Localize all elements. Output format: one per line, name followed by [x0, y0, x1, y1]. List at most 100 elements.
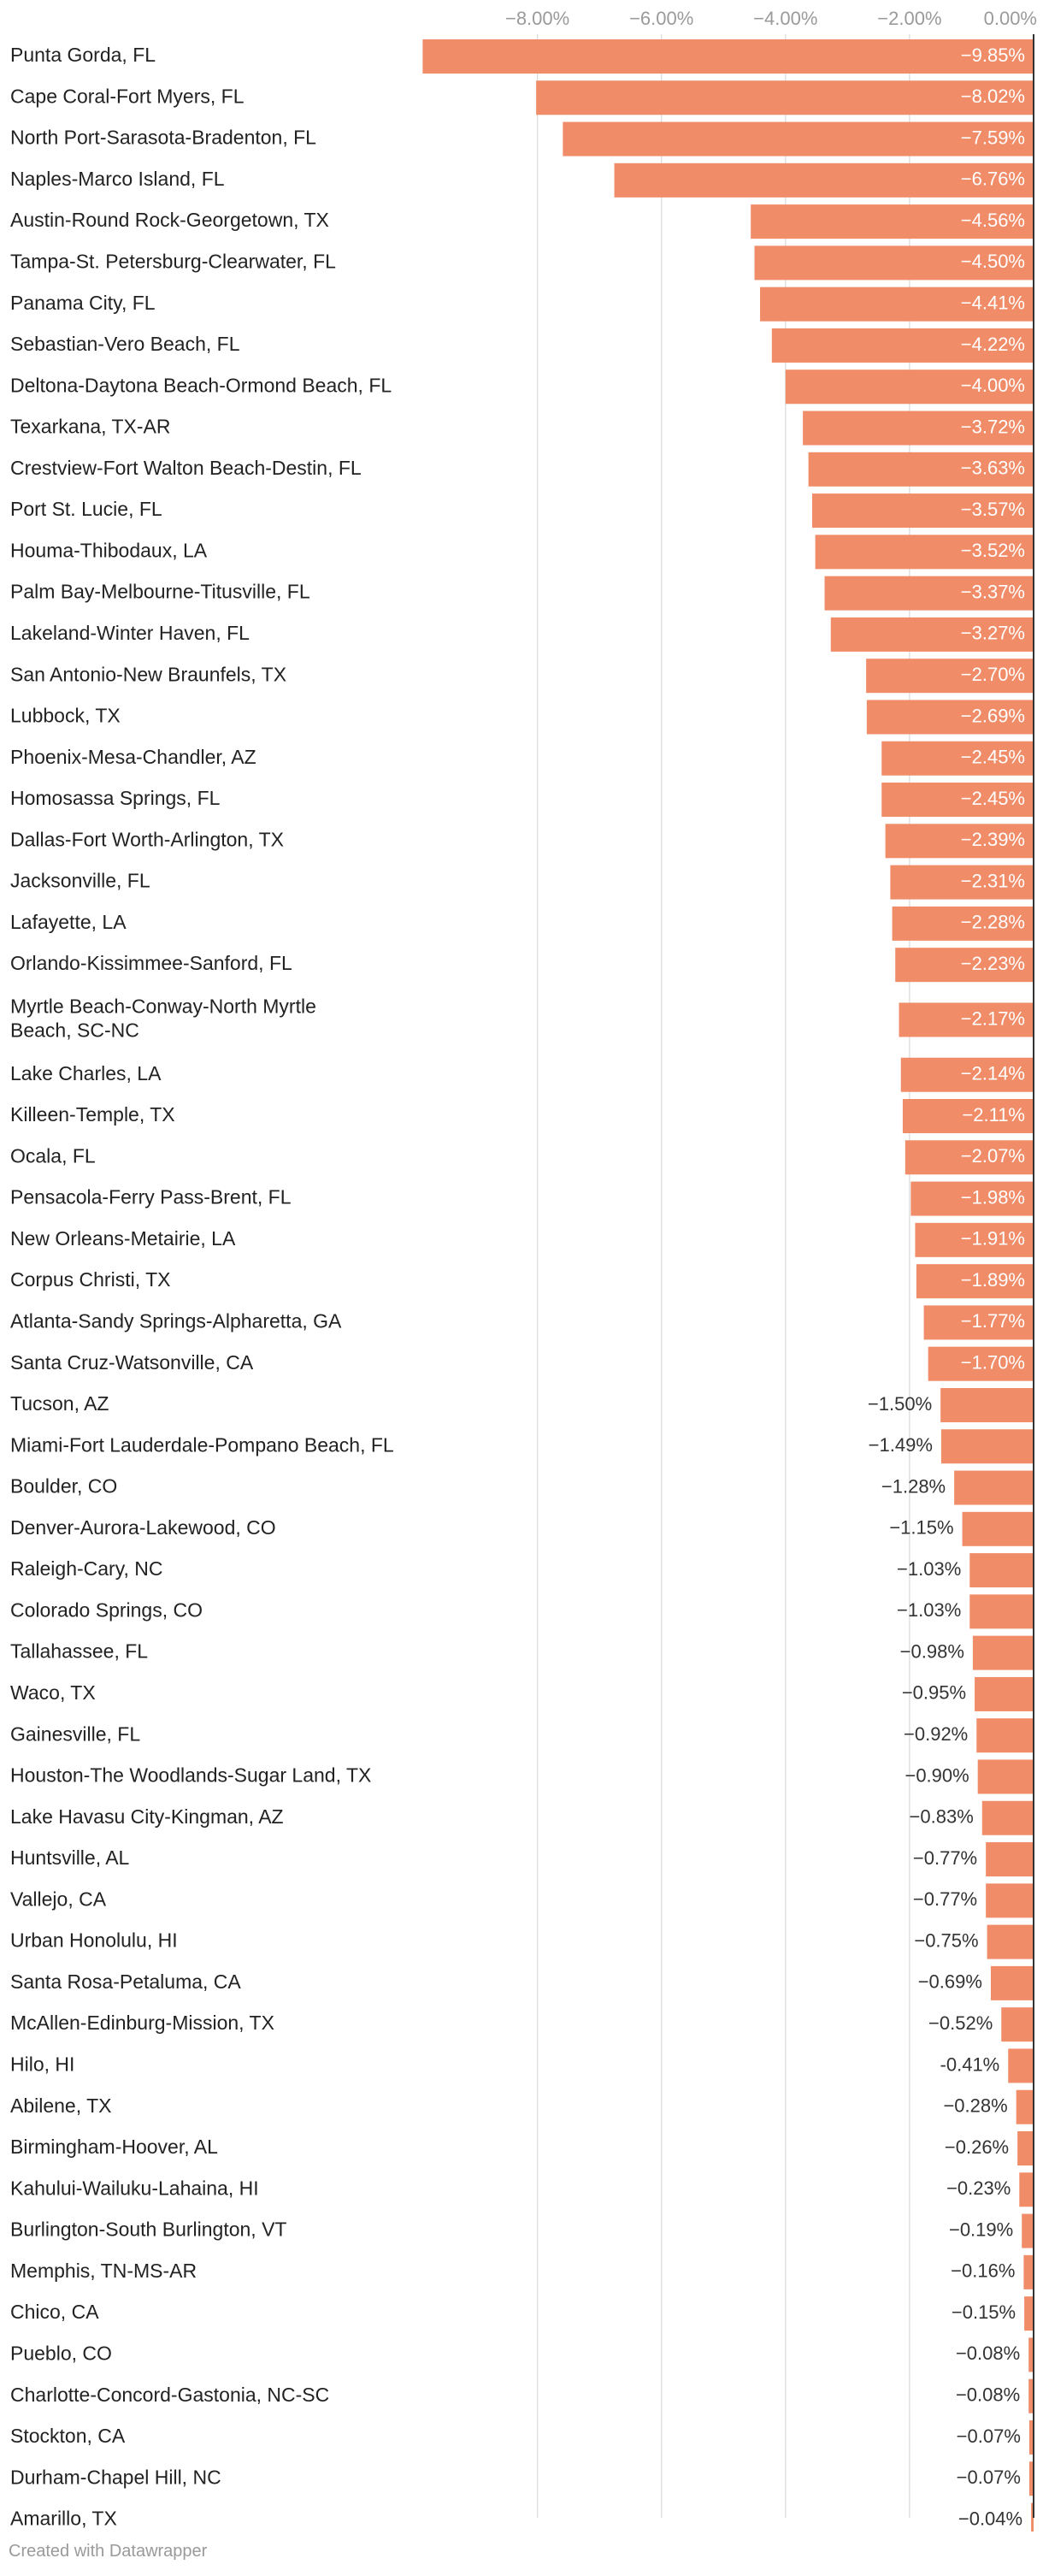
value-label: −3.72%	[961, 416, 1025, 437]
value-label: −0.98%	[900, 1640, 964, 1662]
bar	[422, 39, 1034, 74]
bar	[981, 1800, 1034, 1835]
value-label: −0.77%	[913, 1888, 977, 1910]
value-label: −4.50%	[961, 251, 1025, 272]
category-label: North Port-Sarasota-Bradenton, FL	[10, 127, 316, 149]
value-label: −2.39%	[961, 829, 1025, 850]
value-label: −1.50%	[868, 1393, 932, 1415]
bar	[1024, 2296, 1034, 2331]
value-label: −8.02%	[961, 86, 1025, 107]
value-label: −0.95%	[902, 1682, 966, 1704]
value-label: −0.07%	[957, 2425, 1021, 2447]
bars	[422, 39, 1034, 2532]
value-label: −3.52%	[961, 540, 1025, 561]
category-label: Naples-Marco Island, FL	[10, 168, 225, 190]
bar	[900, 1057, 1034, 1092]
bar	[954, 1470, 1034, 1505]
value-label: −2.14%	[961, 1063, 1025, 1084]
bar	[614, 162, 1034, 198]
bar	[754, 245, 1034, 281]
category-label: Gainesville, FL	[10, 1722, 140, 1745]
category-label: Abilene, TX	[10, 2094, 111, 2117]
bar	[808, 452, 1034, 487]
value-label: −2.28%	[961, 912, 1025, 933]
category-label: Memphis, TN-MS-AR	[10, 2260, 197, 2282]
bar	[751, 204, 1034, 239]
bar	[811, 493, 1034, 529]
value-label: −1.03%	[897, 1599, 961, 1621]
category-label: Port St. Lucie, FL	[10, 498, 162, 520]
value-label: −3.63%	[961, 458, 1025, 479]
bar	[760, 287, 1034, 322]
category-label: McAllen-Edinburg-Mission, TX	[10, 2012, 274, 2034]
bar	[940, 1429, 1034, 1464]
category-label: Jacksonville, FL	[10, 870, 150, 892]
value-label: −7.59%	[961, 127, 1025, 148]
value-label: −2.17%	[961, 1007, 1025, 1029]
bar	[990, 1965, 1034, 2000]
value-label: −1.28%	[881, 1475, 946, 1497]
category-label: Texarkana, TX-AR	[10, 416, 170, 438]
bar	[1016, 2089, 1034, 2124]
value-label: −0.23%	[946, 2177, 1011, 2199]
value-label: −0.08%	[956, 2343, 1020, 2364]
bar	[976, 1718, 1034, 1753]
bar	[940, 1387, 1034, 1422]
category-label: Corpus Christi, TX	[10, 1268, 170, 1291]
category-label: Palm Bay-Melbourne-Titusville, FL	[10, 581, 310, 603]
value-label: −3.27%	[961, 623, 1025, 644]
bar	[890, 865, 1034, 900]
category-label: Waco, TX	[10, 1681, 96, 1704]
value-label: −4.22%	[961, 334, 1025, 355]
bar	[830, 617, 1034, 652]
category-label: Crestview-Fort Walton Beach-Destin, FL	[10, 457, 362, 479]
bar	[895, 948, 1034, 983]
bar	[972, 1635, 1034, 1670]
value-label: −1.91%	[961, 1228, 1025, 1250]
value-label: −1.89%	[961, 1269, 1025, 1291]
bar	[866, 659, 1034, 694]
category-label: Hilo, HI	[10, 2053, 74, 2076]
bar	[1022, 2213, 1034, 2248]
value-label: −0.52%	[928, 2012, 993, 2034]
value-label: −4.56%	[961, 210, 1025, 231]
value-label: −2.45%	[961, 788, 1025, 809]
value-label: −2.23%	[961, 953, 1025, 974]
bar	[1017, 2131, 1034, 2165]
category-label: Colorado Springs, CO	[10, 1598, 203, 1621]
category-label: Lakeland-Winter Haven, FL	[10, 622, 250, 644]
category-label: Raleigh-Cary, NC	[10, 1557, 163, 1580]
value-label: −2.31%	[961, 870, 1025, 891]
bar	[1028, 2461, 1034, 2496]
bar	[881, 741, 1034, 776]
category-label: Tampa-St. Petersburg-Clearwater, FL	[10, 250, 336, 272]
category-label: Phoenix-Mesa-Chandler, AZ	[10, 746, 256, 768]
category-label: Tallahassee, FL	[10, 1640, 148, 1663]
bar	[975, 1676, 1034, 1711]
value-label: −1.77%	[961, 1310, 1025, 1332]
category-label: Houston-The Woodlands-Sugar Land, TX	[10, 1764, 371, 1787]
bar	[977, 1759, 1034, 1794]
category-label: Lake Havasu City-Kingman, AZ	[10, 1805, 284, 1828]
category-label: Pensacola-Ferry Pass-Brent, FL	[10, 1186, 292, 1208]
x-tick-label: −2.00%	[877, 8, 941, 29]
category-label: Lake Charles, LA	[10, 1062, 162, 1084]
category-label: Atlanta-Sandy Springs-Alpharetta, GA	[10, 1309, 342, 1332]
category-label: San Antonio-New Braunfels, TX	[10, 663, 286, 685]
category-label: Houma-Thibodaux, LA	[10, 539, 208, 561]
bar	[1023, 2254, 1034, 2289]
value-label: −0.26%	[945, 2136, 1009, 2158]
bar	[1028, 2419, 1034, 2455]
bar	[1028, 2337, 1034, 2372]
datawrapper-credit: Created with Datawrapper	[9, 2542, 208, 2561]
category-label: Huntsville, AL	[10, 1846, 130, 1869]
category-labels: Punta Gorda, FL Cape Coral-Fort Myers, FL…	[10, 44, 394, 2530]
category-label: Stockton, CA	[10, 2425, 126, 2447]
value-label: −0.08%	[956, 2384, 1020, 2405]
bar	[885, 824, 1034, 859]
category-label: Denver-Aurora-Lakewood, CO	[10, 1516, 276, 1539]
category-label: Sebastian-Vero Beach, FL	[10, 333, 240, 355]
value-label: −1.49%	[869, 1434, 933, 1456]
value-label: −2.11%	[962, 1104, 1025, 1126]
